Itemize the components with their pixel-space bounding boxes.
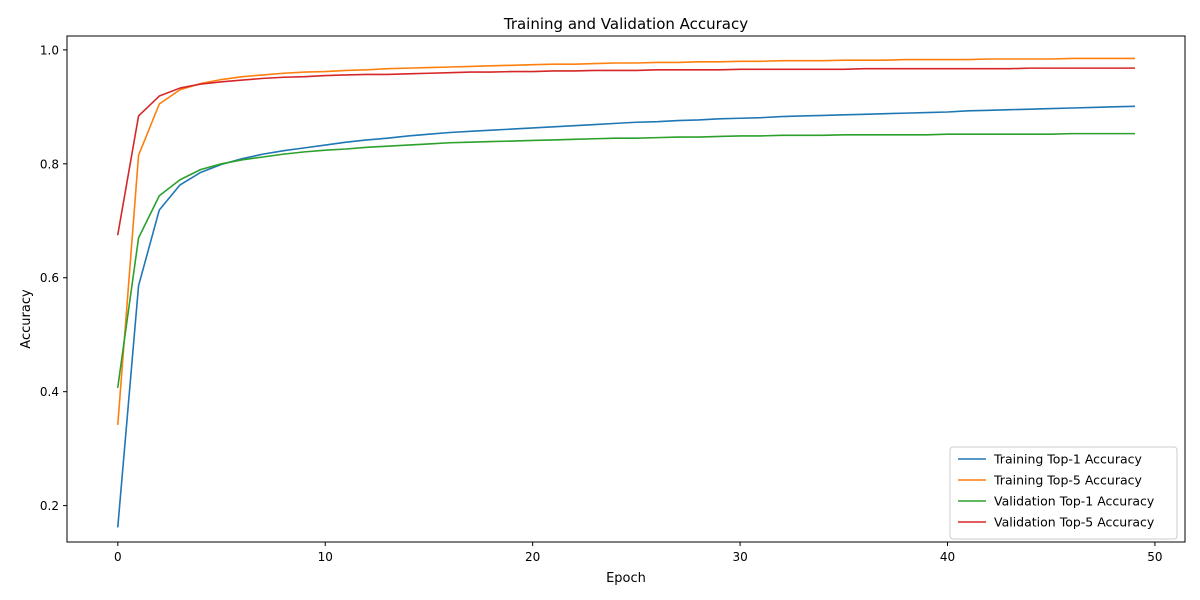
- series-line-1: [116, 105, 1136, 528]
- legend-label-3: Validation Top-1 Accuracy: [994, 494, 1155, 509]
- y-tick-label: 1.0: [40, 43, 59, 57]
- y-tick-label: 0.4: [40, 385, 59, 399]
- legend-label-1: Training Top-1 Accuracy: [993, 452, 1142, 467]
- series-line-3: [116, 132, 1135, 389]
- x-tick-label: 30: [732, 550, 747, 564]
- x-tick-label: 0: [114, 550, 122, 564]
- plot-area: 0 10 20 30 40 50 0.2 0.4 0.6 0.8 1.0 Training Top-1…: [40, 35, 1186, 564]
- y-tick-label: 0.6: [40, 271, 59, 285]
- y-tick-label: 0.2: [40, 499, 59, 513]
- x-tick-label: 40: [940, 550, 955, 564]
- x-axis-label: Epoch: [606, 571, 646, 586]
- x-tick-label: 10: [318, 550, 333, 564]
- legend-label-4: Validation Top-5 Accuracy: [994, 515, 1155, 530]
- legend-box: [949, 446, 1178, 540]
- plot-frame: [66, 35, 1186, 543]
- series-line-4: [116, 67, 1135, 236]
- y-tick-label: 0.8: [40, 157, 59, 171]
- legend-label-2: Training Top-5 Accuracy: [993, 473, 1142, 488]
- chart-title: Training and Validation Accuracy: [503, 15, 748, 33]
- y-axis-label: Accuracy: [19, 289, 34, 349]
- x-tick-label: 50: [1147, 550, 1162, 564]
- x-tick-label: 20: [525, 550, 540, 564]
- series-line-2: [116, 57, 1135, 425]
